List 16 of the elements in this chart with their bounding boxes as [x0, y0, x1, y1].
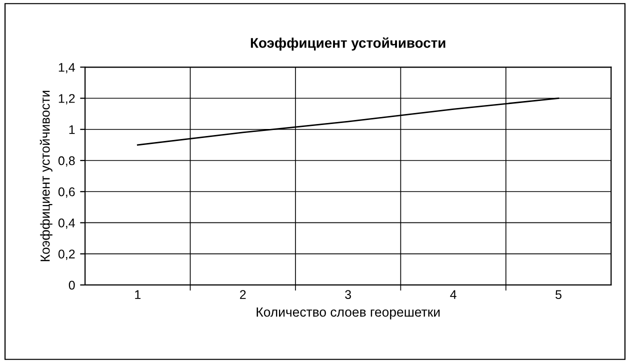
x-tick-label: 1 — [135, 290, 141, 299]
x-tick-label: 5 — [556, 290, 562, 299]
y-tick-label: 1,4 — [58, 63, 75, 74]
x-tick-label: 2 — [240, 290, 246, 299]
y-tick-label: 0,2 — [58, 250, 75, 260]
x-tick-label: 4 — [450, 290, 456, 299]
y-axis-title: Коэффициент устойчивости — [40, 90, 52, 262]
y-tick-label: 0,8 — [58, 156, 75, 167]
y-tick-label: 0,4 — [58, 218, 75, 229]
y-tick-label: 0 — [68, 280, 75, 290]
chart-title: Коэффициент устойчивости — [250, 37, 446, 51]
y-tick-label: 0,6 — [58, 187, 75, 198]
x-axis-title: Количество слоев георешетки — [256, 308, 440, 320]
y-tick-label: 1,2 — [58, 94, 75, 104]
x-tick-label: 3 — [345, 290, 351, 299]
y-tick-label: 1 — [69, 125, 75, 134]
